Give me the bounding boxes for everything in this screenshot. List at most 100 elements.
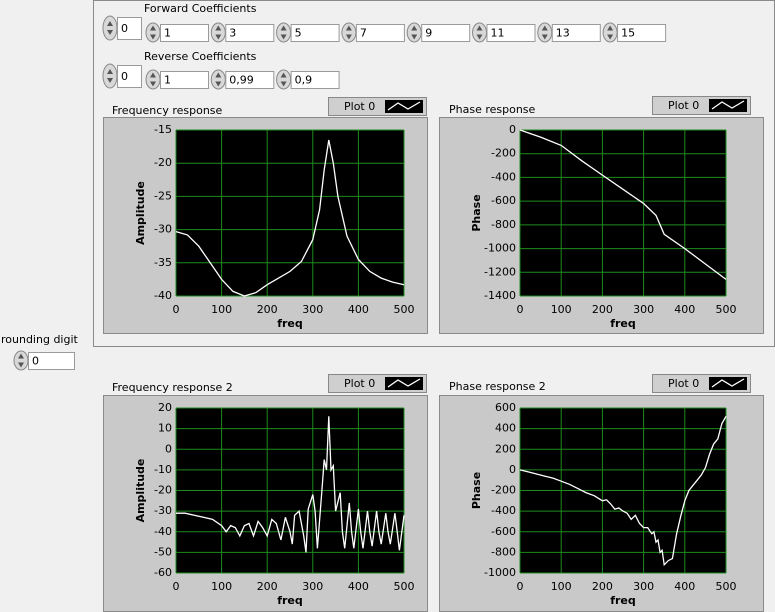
numeric-box[interactable] <box>290 24 340 42</box>
spinner[interactable] <box>102 15 118 41</box>
y-tick-label: -35 <box>154 256 172 269</box>
y-tick-label: -200 <box>491 484 516 497</box>
graph: Phase response 2 Plot 0 0 100 200 300 400 500 60… <box>439 374 764 612</box>
numeric-box[interactable] <box>225 71 275 89</box>
numeric-box[interactable] <box>117 65 142 88</box>
graph-title: Frequency response <box>112 104 223 117</box>
y-tick-label: -1200 <box>484 265 516 278</box>
numeric-box[interactable] <box>617 24 667 42</box>
spinner-up[interactable] <box>107 69 113 74</box>
spinner-down[interactable] <box>541 34 548 40</box>
legend-swatch <box>387 101 421 111</box>
y-tick-label: -800 <box>491 218 516 231</box>
numeric-value[interactable]: 1 <box>164 27 171 40</box>
x-tick-label: 400 <box>674 580 695 593</box>
numeric-value[interactable]: 0 <box>121 22 128 35</box>
y-tick-label: 10 <box>158 422 172 435</box>
numeric-value[interactable]: 0,99 <box>229 74 254 87</box>
spinner-down[interactable] <box>18 362 24 368</box>
y-tick-label: -1400 <box>484 289 516 302</box>
y-tick-label: 400 <box>495 422 516 435</box>
spinner-down[interactable] <box>215 34 222 40</box>
x-tick-label: 300 <box>633 580 654 593</box>
x-tick-label: 0 <box>173 303 180 316</box>
spinner-up[interactable] <box>215 25 222 31</box>
y-tick-label: -800 <box>491 545 516 558</box>
x-axis-label: freq <box>610 594 636 607</box>
legend-label: Plot 0 <box>668 377 699 390</box>
legend-label: Plot 0 <box>344 377 375 390</box>
series-line <box>519 415 727 567</box>
numeric-box[interactable] <box>117 17 142 40</box>
spinner-down[interactable] <box>280 81 287 87</box>
y-tick-label: -20 <box>154 484 172 497</box>
x-tick-label: 300 <box>302 303 323 316</box>
spinner-down[interactable] <box>607 34 614 40</box>
y-tick-label: -30 <box>154 504 172 517</box>
spinner-up[interactable] <box>215 72 222 78</box>
numeric-box[interactable] <box>28 352 75 370</box>
numeric-box[interactable] <box>160 71 209 89</box>
numeric-value[interactable]: 7 <box>360 27 367 40</box>
spinner-up[interactable] <box>280 25 287 31</box>
numeric-value[interactable]: 13 <box>556 27 570 40</box>
x-tick-label: 100 <box>211 303 232 316</box>
spinner-down[interactable] <box>280 34 287 40</box>
y-tick-label: -10 <box>154 463 172 476</box>
numeric-box[interactable] <box>421 24 471 42</box>
numeric-value[interactable]: 0 <box>121 70 128 83</box>
spinner-down[interactable] <box>215 81 222 87</box>
y-tick-label: 0 <box>165 442 172 455</box>
y-tick-label: -400 <box>491 170 516 183</box>
numeric-value[interactable]: 5 <box>295 27 302 40</box>
numeric-value[interactable]: 15 <box>621 27 635 40</box>
spinner-up[interactable] <box>150 72 156 78</box>
numeric-box[interactable] <box>486 24 536 42</box>
numeric-value[interactable]: 0 <box>32 355 39 368</box>
numeric-box[interactable] <box>355 24 405 42</box>
spinner-down[interactable] <box>150 81 156 87</box>
spinner-down[interactable] <box>107 78 113 83</box>
numeric-value[interactable]: 0,9 <box>295 74 313 87</box>
spinner-up[interactable] <box>541 25 548 31</box>
y-tick-label: -40 <box>154 289 172 302</box>
numeric-box[interactable] <box>551 24 601 42</box>
numeric-value[interactable]: 1 <box>164 74 171 87</box>
y-tick-label: -25 <box>154 189 172 202</box>
numeric-value[interactable]: 9 <box>425 27 432 40</box>
graph: Frequency response 2 Plot 00 100 200 300 400 5… <box>103 374 428 612</box>
reverse-label: Reverse Coefficients <box>144 50 257 63</box>
legend-swatch <box>711 378 745 388</box>
graph: Phase response Plot 0 0 100 200 300 400 500 0 -20… <box>439 96 764 334</box>
spinner-up[interactable] <box>411 25 418 31</box>
x-tick-label: 100 <box>551 580 572 593</box>
spinner-down[interactable] <box>345 34 352 40</box>
numeric-box[interactable] <box>160 24 209 42</box>
y-tick-label: -15 <box>154 123 172 136</box>
spinner-up[interactable] <box>107 21 113 26</box>
spinner-up[interactable] <box>345 25 352 31</box>
spinner-down[interactable] <box>107 30 113 35</box>
spinner-up[interactable] <box>150 25 156 31</box>
spinner-down[interactable] <box>411 34 418 40</box>
numeric-box[interactable] <box>225 24 275 42</box>
spinner-down[interactable] <box>476 34 483 40</box>
graph: Frequency response Plot 0 0 100 200 300 400 500… <box>103 97 428 334</box>
numeric-value[interactable]: 11 <box>491 27 505 40</box>
x-tick-label: 500 <box>394 580 415 593</box>
spinner-up[interactable] <box>607 25 614 31</box>
x-tick-label: 100 <box>551 303 572 316</box>
spinner[interactable] <box>102 63 118 89</box>
spinner-down[interactable] <box>150 34 156 40</box>
x-tick-label: 100 <box>211 580 232 593</box>
x-tick-label: 200 <box>592 580 613 593</box>
series-line <box>519 129 727 280</box>
numeric-box[interactable] <box>290 71 340 89</box>
numeric-value[interactable]: 3 <box>229 27 236 40</box>
y-tick-label: 0 <box>509 463 516 476</box>
spinner-up[interactable] <box>476 25 483 31</box>
spinner-up[interactable] <box>18 353 24 359</box>
y-tick-label: -50 <box>154 545 172 558</box>
spinner-up[interactable] <box>280 72 287 78</box>
